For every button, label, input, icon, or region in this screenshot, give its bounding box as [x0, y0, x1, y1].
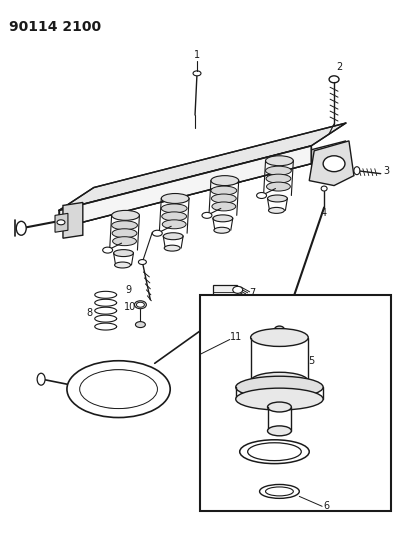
Text: 90114 2100: 90114 2100 — [9, 20, 101, 34]
Ellipse shape — [213, 215, 233, 222]
Ellipse shape — [323, 156, 345, 172]
Ellipse shape — [248, 443, 301, 461]
Polygon shape — [59, 123, 346, 211]
Polygon shape — [309, 141, 354, 185]
Text: 1: 1 — [194, 51, 200, 60]
Ellipse shape — [84, 370, 153, 408]
Polygon shape — [55, 213, 68, 232]
Ellipse shape — [211, 186, 237, 195]
Ellipse shape — [265, 156, 293, 166]
Ellipse shape — [251, 372, 308, 390]
Polygon shape — [59, 141, 346, 228]
Ellipse shape — [267, 182, 291, 191]
Ellipse shape — [266, 174, 291, 183]
Ellipse shape — [267, 195, 287, 202]
Ellipse shape — [265, 166, 291, 175]
Ellipse shape — [135, 321, 145, 328]
Ellipse shape — [233, 286, 243, 293]
Ellipse shape — [37, 373, 45, 385]
Ellipse shape — [113, 237, 137, 246]
Ellipse shape — [57, 220, 65, 225]
Text: 11: 11 — [230, 332, 242, 342]
Ellipse shape — [67, 361, 170, 417]
Text: 2: 2 — [336, 62, 342, 72]
Ellipse shape — [137, 302, 144, 307]
Ellipse shape — [161, 204, 187, 213]
Ellipse shape — [321, 186, 327, 191]
Ellipse shape — [115, 262, 131, 268]
Text: 8: 8 — [87, 308, 93, 318]
Ellipse shape — [267, 402, 291, 412]
Ellipse shape — [251, 328, 308, 346]
Ellipse shape — [211, 176, 239, 185]
Ellipse shape — [259, 484, 299, 498]
Ellipse shape — [162, 220, 186, 229]
Ellipse shape — [265, 487, 293, 496]
Ellipse shape — [212, 202, 236, 211]
Ellipse shape — [135, 301, 146, 309]
Text: 9: 9 — [125, 285, 132, 295]
Ellipse shape — [202, 212, 212, 219]
Ellipse shape — [103, 247, 113, 253]
Text: 5: 5 — [308, 357, 314, 366]
Polygon shape — [63, 203, 83, 238]
Ellipse shape — [139, 260, 146, 264]
Ellipse shape — [163, 233, 183, 240]
Ellipse shape — [80, 370, 158, 409]
Text: 7: 7 — [250, 288, 256, 298]
Ellipse shape — [236, 388, 323, 410]
Ellipse shape — [111, 221, 137, 230]
Ellipse shape — [193, 71, 201, 76]
Ellipse shape — [161, 193, 189, 204]
Bar — [200, 295, 391, 511]
Ellipse shape — [111, 211, 139, 220]
Ellipse shape — [211, 194, 236, 203]
Ellipse shape — [269, 207, 285, 213]
Text: 3: 3 — [384, 166, 390, 176]
Ellipse shape — [113, 249, 133, 256]
Ellipse shape — [152, 230, 162, 236]
Text: 6: 6 — [323, 502, 329, 511]
Ellipse shape — [240, 440, 309, 464]
Ellipse shape — [275, 326, 285, 333]
Ellipse shape — [236, 376, 323, 398]
Text: 4: 4 — [321, 208, 327, 219]
Ellipse shape — [257, 192, 267, 198]
Ellipse shape — [267, 426, 291, 436]
Ellipse shape — [112, 229, 137, 238]
Ellipse shape — [162, 212, 187, 221]
Ellipse shape — [164, 245, 180, 251]
Ellipse shape — [214, 227, 230, 233]
Ellipse shape — [354, 167, 360, 175]
Text: 10: 10 — [124, 302, 137, 312]
Polygon shape — [59, 146, 311, 228]
Ellipse shape — [329, 76, 339, 83]
Ellipse shape — [16, 221, 26, 235]
Bar — [213, 285, 237, 303]
